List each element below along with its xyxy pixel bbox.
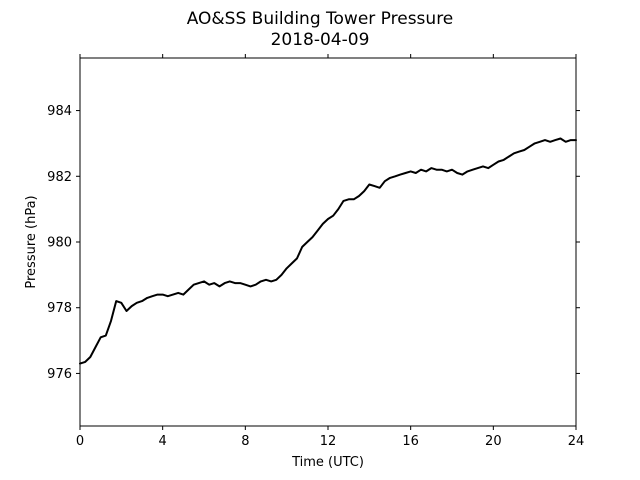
y-tick-label: 982 [47, 170, 72, 185]
y-tick-label: 976 [47, 367, 72, 382]
x-tick-label: 4 [159, 434, 167, 449]
x-tick-label: 20 [485, 434, 502, 449]
x-tick-label: 12 [320, 434, 337, 449]
x-axis-label: Time (UTC) [291, 455, 364, 470]
chart-subtitle: 2018-04-09 [271, 30, 370, 50]
chart-title: AO&SS Building Tower Pressure [187, 9, 454, 29]
x-tick-label: 24 [568, 434, 585, 449]
pressure-line [79, 137, 577, 365]
series-layer [79, 137, 577, 365]
x-tick-label: 0 [76, 434, 84, 449]
y-tick-label: 980 [47, 236, 72, 251]
x-tick-label: 8 [241, 434, 249, 449]
y-axis-label: Pressure (hPa) [24, 195, 39, 288]
axis-ticks: 0 4 8 12 16 20 24 976 978 980 982 984 [47, 54, 584, 449]
x-tick-label: 16 [402, 434, 419, 449]
y-tick-label: 984 [47, 104, 72, 119]
y-tick-label: 978 [47, 301, 72, 316]
plot-frame [79, 57, 577, 427]
